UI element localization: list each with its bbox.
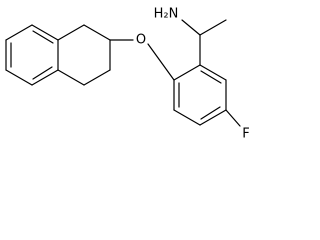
bond: [199, 109, 227, 126]
double-bond-inner: [32, 66, 53, 80]
double-bond-inner: [200, 70, 222, 84]
double-bond-inner: [200, 106, 221, 120]
structure-diagram: H₂N O F: [5, 7, 250, 142]
bond: [57, 69, 85, 86]
bond: [199, 19, 227, 36]
atom-label: H₂N: [154, 7, 179, 22]
atom-label: O: [136, 33, 146, 48]
atom-label: F: [242, 127, 249, 142]
double-bond-inner: [32, 30, 54, 44]
bond: [199, 64, 227, 81]
bond: [173, 109, 201, 126]
bond: [5, 69, 33, 86]
bond: [225, 109, 241, 127]
bond: [5, 24, 33, 41]
bond: [57, 24, 85, 41]
bond: [173, 64, 201, 81]
bond: [83, 24, 111, 41]
bond: [83, 69, 111, 86]
bond: [31, 24, 59, 41]
bond: [31, 69, 59, 86]
bond: [147, 43, 175, 81]
bonds: [5, 19, 241, 127]
bond: [181, 19, 201, 36]
